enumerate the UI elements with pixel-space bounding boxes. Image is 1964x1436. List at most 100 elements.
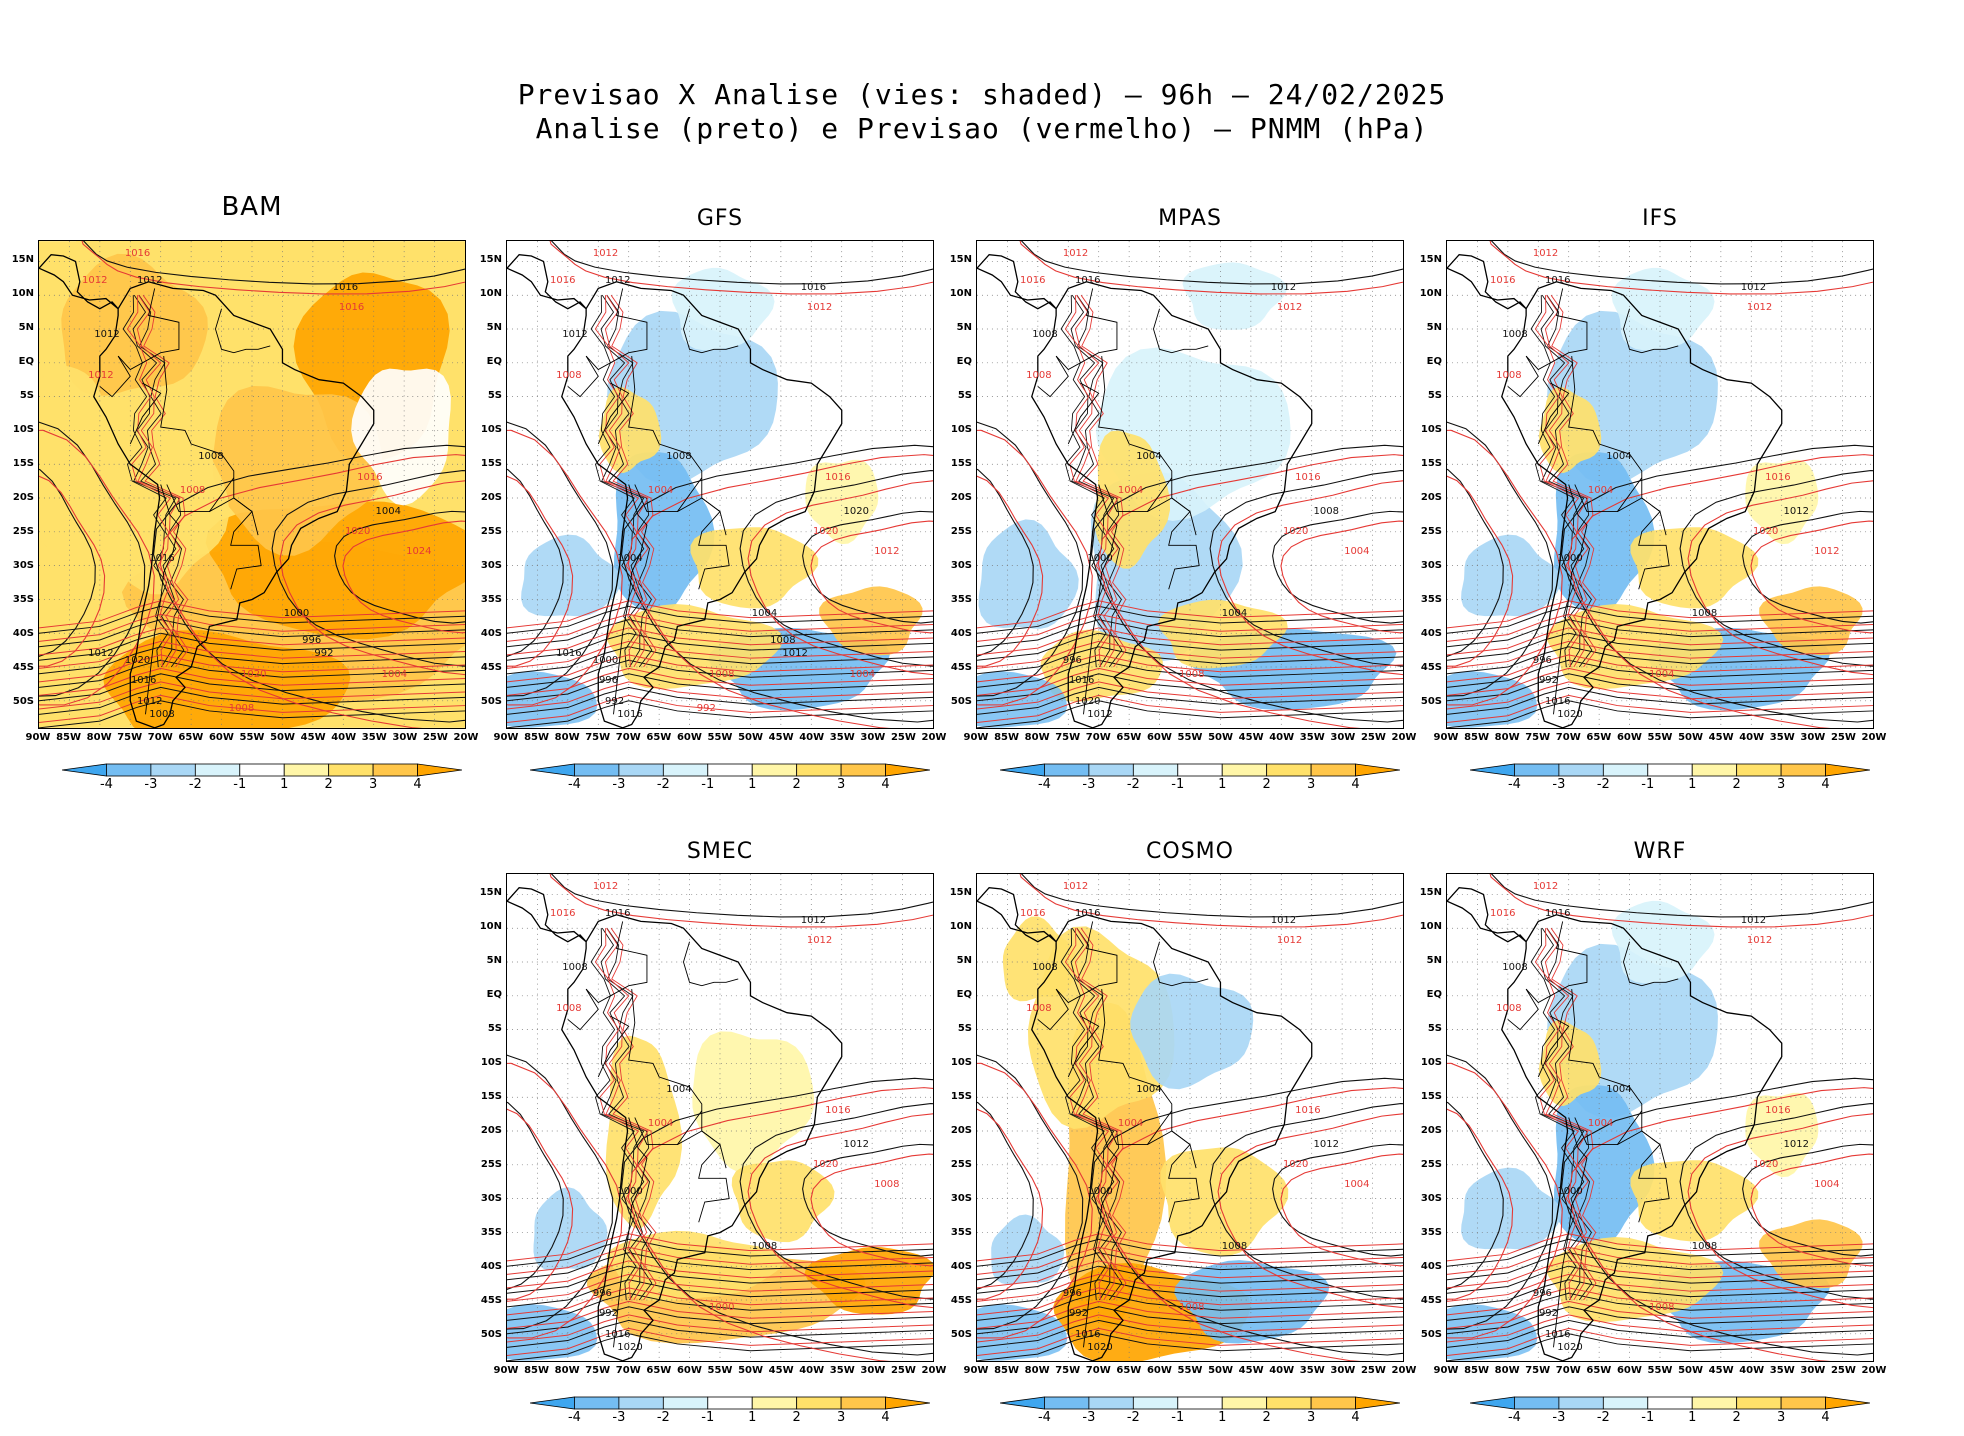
colorbar-tick-label: 4	[1821, 777, 1830, 792]
lat-tick-label: 50S	[950, 695, 972, 707]
forecast-isobar	[1447, 1260, 1873, 1289]
lat-tick-label: 25S	[1420, 1159, 1442, 1171]
forecast-isobar	[977, 1108, 1044, 1300]
bias-shade-region	[690, 527, 819, 609]
analysis-isobar-label: 1008	[1032, 962, 1058, 974]
forecast-isobar-label: 1016	[338, 301, 365, 313]
bias-shade-region	[1158, 599, 1288, 669]
lat-tick-label: 15S	[1420, 458, 1442, 470]
colorbar-tick-label: -3	[1082, 1410, 1096, 1425]
lat-tick-label: 10S	[1420, 424, 1442, 436]
forecast-isobar	[747, 480, 933, 676]
analysis-isobar	[977, 1252, 1403, 1281]
forecast-isobar-label: 1016	[550, 274, 576, 286]
analysis-isobar-label: 992	[1538, 1308, 1559, 1320]
forecast-isobar	[1550, 927, 1597, 1301]
bias-shade-region	[1745, 459, 1819, 545]
forecast-isobar	[507, 1260, 933, 1289]
analysis-isobar	[507, 619, 933, 648]
lat-tick-label: 5N	[486, 955, 502, 967]
lon-tick-label: 70W	[1555, 1365, 1581, 1376]
coastline	[1501, 914, 1783, 1361]
colorbar-swatch	[1691, 1396, 1738, 1410]
colorbar-tick-label: -1	[701, 777, 715, 792]
lon-tick-label: 45W	[1708, 1365, 1734, 1376]
coastline	[977, 254, 1057, 310]
analysis-isobar-label: 1004	[375, 505, 401, 517]
colorbar-tick-label: 4	[881, 1410, 890, 1425]
country-border	[1153, 941, 1209, 987]
map-frame: 1016 1012 1008 1004 1000 996 992 1016 1020 1012 10…	[1446, 240, 1874, 729]
colorbar-tick-label: 2	[324, 777, 333, 792]
lon-tick-label: 20W	[1861, 732, 1887, 743]
lon-tick-label: 55W	[1177, 1365, 1203, 1376]
forecast-isobar	[1447, 475, 1514, 667]
lon-tick-label: 40W	[1739, 732, 1765, 743]
forecast-isobar-label: 992	[696, 702, 716, 714]
lon-tick-label: 70W	[615, 1365, 641, 1376]
lat-tick-label: 5S	[957, 390, 972, 402]
lat-tick-label: 35S	[480, 1226, 502, 1238]
lat-tick-label: 25S	[480, 526, 502, 538]
map-frame: 1016 1012 1008 1004 1000 996 1016 1020 1012 1008 1…	[976, 240, 1404, 729]
analysis-isobar-label: 1004	[1136, 1084, 1162, 1096]
lon-tick-label: 35W	[1769, 1365, 1795, 1376]
lat-tick-label: 10N	[1419, 921, 1442, 933]
colorbar-tick-label: 1	[748, 777, 757, 792]
colorbar-swatch	[1000, 763, 1045, 777]
bias-shade-region	[605, 1035, 682, 1229]
lon-tick-label: 20W	[1391, 1365, 1417, 1376]
colorbar-swatch	[751, 1396, 798, 1410]
lon-tick-label: 65W	[178, 732, 204, 743]
colorbar-tick-label: -1	[1641, 777, 1655, 792]
map-svg	[977, 874, 1403, 1361]
colorbar-swatch	[1266, 1396, 1312, 1410]
analysis-isobar-label: 1016	[1075, 1328, 1101, 1340]
analysis-isobar-label: 1008	[770, 634, 796, 646]
lon-tick-label: 50W	[1208, 732, 1234, 743]
analysis-isobar	[977, 632, 1403, 661]
forecast-isobar	[279, 480, 465, 676]
lat-tick-label: 30S	[1420, 1193, 1442, 1204]
colorbar-tick-label: -4	[567, 777, 581, 792]
analysis-isobar	[1447, 1306, 1873, 1335]
forecast-isobar	[1750, 1153, 1873, 1267]
map-frame: 1016 1012 1008 1004 1000 996 992 1016 1020 1012 10…	[976, 873, 1404, 1362]
forecast-isobar-label: 1020	[1752, 526, 1779, 538]
analysis-isobar	[39, 619, 465, 648]
analysis-isobar	[977, 1101, 1034, 1290]
lon-tick-label: 30W	[860, 732, 886, 743]
analysis-isobar-label: 1000	[1557, 1186, 1583, 1198]
country-border	[1537, 382, 1570, 445]
forecast-isobar	[747, 1113, 933, 1309]
map-svg	[1447, 241, 1873, 728]
lon-tick-label: 45W	[1238, 1365, 1264, 1376]
lon-tick-label: 60W	[1146, 732, 1172, 743]
forecast-isobar	[1534, 928, 1581, 1301]
forecast-isobar	[1447, 667, 1873, 696]
forecast-isobar-label: 1016	[1765, 471, 1791, 483]
forecast-isobar	[1447, 1062, 1563, 1339]
colorbar-swatch	[1355, 763, 1400, 777]
forecast-isobar	[977, 1246, 1403, 1275]
forecast-isobar-label: 1016	[1295, 471, 1321, 483]
bias-shade-region	[1546, 1237, 1724, 1323]
forecast-isobar	[1447, 1300, 1873, 1329]
bias-shade-region	[606, 604, 784, 690]
bias-shade-region	[1630, 527, 1759, 609]
forecast-isobar	[507, 429, 623, 706]
colorbar-swatch	[1736, 1396, 1782, 1410]
analysis-isobar	[1530, 295, 1577, 668]
analysis-isobar-label: 1016	[1075, 274, 1101, 286]
lat-tick-label: 10N	[1419, 288, 1442, 300]
analysis-isobar	[1060, 928, 1107, 1301]
lat-tick-label: EQ	[956, 356, 972, 368]
analysis-isobar-label: 1008	[1502, 962, 1528, 974]
lat-tick-label: 5S	[957, 1023, 972, 1035]
lat-tick-label: 15N	[479, 887, 502, 899]
lon-tick-label: 65W	[1586, 732, 1612, 743]
analysis-isobar	[802, 1143, 933, 1257]
analysis-isobar-label: 1012	[1740, 914, 1767, 926]
analysis-isobar	[507, 1265, 933, 1294]
country-border	[634, 477, 703, 513]
